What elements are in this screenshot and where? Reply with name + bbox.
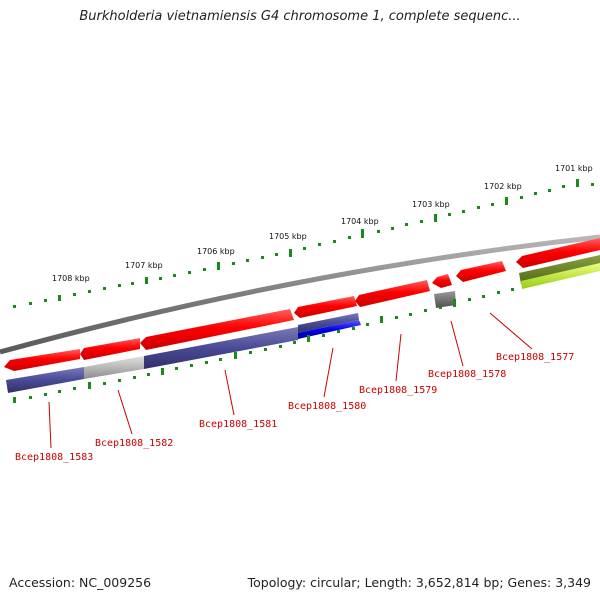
gene-feature[interactable] — [294, 296, 357, 318]
inner-tick-track — [13, 288, 514, 403]
gene-feature[interactable] — [84, 356, 144, 379]
forward-strand-track — [4, 238, 600, 371]
backbone-ring — [0, 234, 600, 355]
reverse-strand-track — [6, 255, 600, 393]
scale-label: 1707 kbp — [125, 261, 163, 270]
gene-feature[interactable] — [4, 349, 80, 371]
gene-label[interactable]: Bcep1808_1583 — [15, 452, 93, 463]
gene-feature[interactable] — [298, 313, 359, 333]
footer-summary: Topology: circular; Length: 3,652,814 bp… — [247, 575, 591, 590]
scale-label: 1708 kbp — [52, 274, 90, 283]
outer-tick-track — [13, 179, 594, 308]
gene-feature[interactable] — [432, 274, 452, 288]
gene-feature[interactable] — [355, 280, 430, 307]
gene-label[interactable]: Bcep1808_1580 — [288, 401, 366, 412]
gene-feature[interactable] — [298, 320, 361, 339]
scale-label: 1706 kbp — [197, 247, 235, 256]
gene-label[interactable]: Bcep1808_1581 — [199, 419, 277, 430]
gene-feature[interactable] — [6, 367, 84, 393]
scale-label: 1701 kbp — [555, 164, 593, 173]
gene-label[interactable]: Bcep1808_1582 — [95, 438, 173, 449]
gene-labels: Bcep1808_1577 Bcep1808_1578 Bcep1808_157… — [15, 352, 574, 463]
gene-feature[interactable] — [519, 255, 600, 284]
gene-feature[interactable] — [516, 238, 600, 268]
gene-feature[interactable] — [521, 263, 600, 289]
footer-accession: Accession: NC_009256 — [9, 575, 152, 590]
gene-feature[interactable] — [80, 338, 140, 360]
gene-label[interactable]: Bcep1808_1577 — [496, 352, 574, 363]
scale-labels: 1701 kbp 1702 kbp 1703 kbp 1704 kbp 1705… — [52, 164, 593, 283]
scale-label: 1702 kbp — [484, 182, 522, 191]
gene-label[interactable]: Bcep1808_1579 — [359, 385, 437, 396]
scale-label: 1704 kbp — [341, 217, 379, 226]
gene-label[interactable]: Bcep1808_1578 — [428, 369, 506, 380]
gene-feature[interactable] — [456, 261, 506, 282]
gene-feature[interactable] — [140, 309, 294, 350]
page-title: Burkholderia vietnamiensis G4 chromosome… — [79, 9, 521, 24]
label-leader-lines — [48, 312, 533, 449]
scale-label: 1705 kbp — [269, 232, 307, 241]
scale-label: 1703 kbp — [412, 200, 450, 209]
gene-feature[interactable] — [144, 327, 298, 369]
gene-feature[interactable] — [434, 291, 456, 308]
